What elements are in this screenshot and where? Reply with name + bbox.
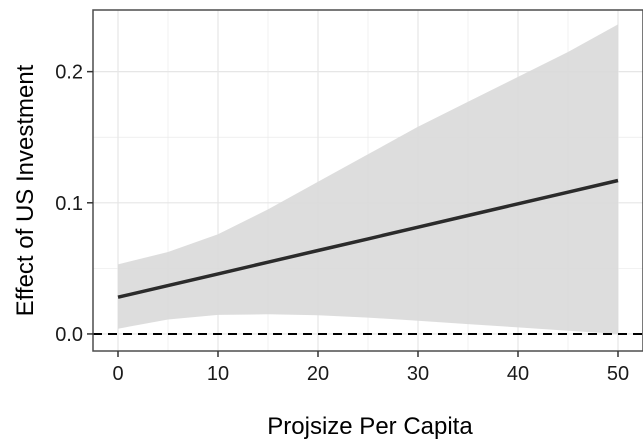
- confidence-band: [118, 24, 618, 334]
- panel-border: [92, 9, 643, 352]
- x-tick-label: 50: [607, 363, 629, 385]
- x-tick-label: 20: [307, 363, 329, 385]
- y-tick-label: 0.0: [55, 324, 83, 346]
- x-axis-label: Projsize Per Capita: [267, 413, 473, 440]
- y-axis-label: Effect of US Investment: [12, 64, 39, 316]
- fitted-line: [117, 178, 619, 299]
- x-axis-ticks: 0 10 20 30 40 50: [112, 351, 629, 385]
- y-tick-label: 0.1: [55, 193, 83, 215]
- y-axis-ticks: 0.0 0.1 0.2: [55, 62, 93, 346]
- x-tick-label: 40: [507, 363, 529, 385]
- x-tick-label: 30: [407, 363, 429, 385]
- y-tick-label: 0.2: [55, 62, 83, 84]
- x-tick-label: 10: [207, 363, 229, 385]
- x-tick-label: 0: [112, 363, 123, 385]
